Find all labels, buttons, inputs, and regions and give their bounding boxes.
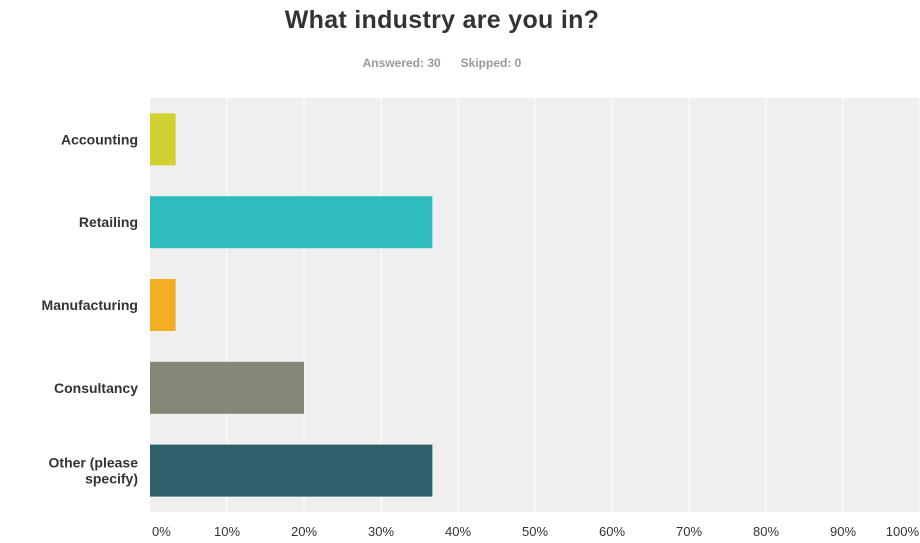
x-tick-label: 90% — [830, 524, 856, 539]
bar-accounting — [150, 113, 176, 166]
x-tick-label: 0% — [152, 524, 171, 539]
x-tick-label: 20% — [291, 524, 317, 539]
category-label: Retailing — [79, 214, 138, 230]
x-tick-label: 10% — [214, 524, 240, 539]
answered-count: Answered: 30 — [362, 56, 441, 70]
bar-other-please-specify — [150, 444, 433, 497]
x-tick-label: 60% — [599, 524, 625, 539]
x-tick-label: 70% — [676, 524, 702, 539]
x-tick-label: 30% — [368, 524, 394, 539]
category-label: Other (please specify) — [49, 455, 139, 487]
skipped-count: Skipped: 0 — [460, 56, 522, 70]
response-stats: Answered: 30 Skipped: 0 — [0, 56, 884, 70]
x-tick-label: 50% — [522, 524, 548, 539]
category-label: Consultancy — [54, 380, 138, 396]
category-label: Accounting — [61, 131, 138, 147]
x-tick-label: 40% — [445, 524, 471, 539]
bar-consultancy — [150, 361, 304, 414]
bar-manufacturing — [150, 279, 176, 331]
x-tick-label: 80% — [753, 524, 779, 539]
bar-retailing — [150, 196, 433, 249]
chart-title: What industry are you in? — [284, 6, 600, 34]
x-tick-label: 100% — [886, 524, 920, 539]
category-label: Manufacturing — [42, 297, 138, 313]
